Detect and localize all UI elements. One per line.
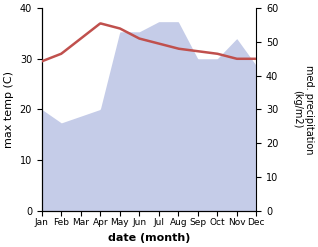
Y-axis label: med. precipitation
(kg/m2): med. precipitation (kg/m2) [292, 65, 314, 154]
X-axis label: date (month): date (month) [108, 233, 190, 243]
Y-axis label: max temp (C): max temp (C) [4, 71, 14, 148]
